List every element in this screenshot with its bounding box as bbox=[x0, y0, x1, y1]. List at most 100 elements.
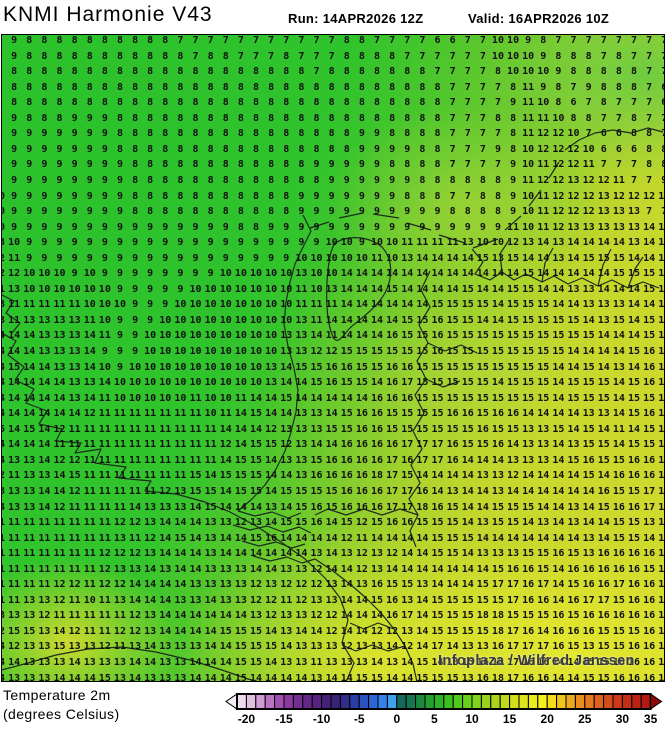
grid-value: 13 bbox=[250, 517, 263, 529]
grid-value: 10 bbox=[8, 237, 21, 249]
grid-value: 9 bbox=[192, 237, 199, 249]
grid-value: 10 bbox=[98, 283, 111, 295]
grid-value: 13 bbox=[23, 610, 36, 622]
grid-value: 10 bbox=[370, 237, 384, 249]
grid-value: 14 bbox=[280, 470, 293, 482]
grid-value: 7 bbox=[464, 159, 471, 171]
grid-value: 12 bbox=[68, 625, 81, 637]
grid-value: 8 bbox=[389, 50, 396, 62]
grid-value: 12 bbox=[280, 579, 293, 591]
grid-value: 14 bbox=[612, 346, 625, 357]
grid-value: 14 bbox=[189, 610, 202, 622]
grid-value: 9 bbox=[132, 346, 139, 357]
grid-value: 9 bbox=[162, 237, 169, 249]
grid-value: 14 bbox=[265, 392, 278, 404]
grid-value: 14 bbox=[68, 408, 81, 420]
grid-value: 16 bbox=[507, 563, 520, 575]
grid-value: 14 bbox=[628, 361, 641, 373]
grid-value: 14 bbox=[204, 594, 217, 606]
grid-value: 16 bbox=[355, 454, 368, 466]
grid-value: 12 bbox=[129, 625, 142, 637]
grid-value: 11 bbox=[2, 533, 5, 544]
grid-value: 15 bbox=[491, 423, 504, 435]
grid-value: 11 bbox=[355, 532, 368, 544]
grid-value: 8 bbox=[253, 66, 260, 78]
grid-value: 15 bbox=[476, 252, 489, 264]
grid-value: 14 bbox=[310, 330, 323, 342]
grid-value: 11 bbox=[8, 470, 21, 482]
grid-value: 9 bbox=[177, 221, 184, 233]
grid-value: 15 bbox=[310, 361, 323, 373]
grid-value: 15 bbox=[355, 346, 368, 357]
grid-value: 8 bbox=[313, 143, 320, 155]
grid-value: 15 bbox=[295, 501, 308, 513]
grid-value: 12 bbox=[567, 143, 580, 155]
grid-value: 15 bbox=[53, 641, 66, 653]
grid-value: 10 bbox=[219, 377, 232, 389]
grid-value: 11 bbox=[189, 392, 202, 404]
grid-value: 8 bbox=[162, 174, 169, 186]
grid-value: 15 bbox=[295, 517, 308, 529]
grid-value: 9 bbox=[86, 252, 93, 264]
grid-value: 8 bbox=[207, 66, 214, 78]
grid-value: 14 bbox=[612, 330, 625, 342]
grid-value: 9 bbox=[313, 206, 320, 218]
grid-value: 14 bbox=[23, 361, 36, 373]
grid-value: 15 bbox=[628, 346, 641, 357]
grid-value: 9 bbox=[116, 190, 123, 202]
grid-value: 15 bbox=[461, 532, 474, 544]
grid-value: 14 bbox=[310, 439, 323, 451]
grid-value: 7 bbox=[646, 206, 653, 218]
grid-value: 11 bbox=[537, 112, 550, 124]
grid-value: 8 bbox=[132, 112, 139, 124]
grid-value: 14 bbox=[23, 392, 36, 404]
grid-value: 11 bbox=[522, 174, 535, 186]
grid-value: 15 bbox=[476, 361, 489, 373]
grid-value: 15 bbox=[537, 346, 550, 357]
grid-value: 10 bbox=[144, 330, 157, 342]
grid-value: 11 bbox=[537, 159, 550, 171]
grid-value: 11 bbox=[8, 579, 21, 591]
grid-value: 8 bbox=[147, 97, 154, 109]
grid-value: 6 bbox=[661, 98, 664, 108]
grid-value: 15 bbox=[628, 377, 641, 389]
grid-value: 14 bbox=[295, 392, 308, 404]
grid-value: 15 bbox=[612, 252, 625, 264]
grid-value: 8 bbox=[313, 128, 320, 140]
grid-value: 8 bbox=[268, 190, 275, 202]
grid-value: 14 bbox=[325, 408, 338, 420]
grid-value: 15 bbox=[446, 330, 459, 342]
grid-value: 9 bbox=[147, 283, 154, 295]
grid-value: 9 bbox=[389, 190, 396, 202]
grid-value: 16 bbox=[658, 377, 665, 389]
grid-value: 13 bbox=[582, 408, 595, 420]
grid-value: 8 bbox=[222, 81, 229, 93]
grid-value: 10 bbox=[219, 392, 232, 404]
grid-value: 15 bbox=[476, 299, 489, 311]
grid-value: 14 bbox=[265, 563, 278, 575]
grid-value: 16 bbox=[628, 548, 641, 560]
grid-value: 7 bbox=[192, 35, 199, 46]
grid-value: 10 bbox=[159, 346, 172, 357]
grid-value: 8 bbox=[237, 221, 244, 233]
grid-value: 9 bbox=[86, 143, 93, 155]
grid-value: 16 bbox=[522, 594, 535, 606]
grid-value: 8 bbox=[177, 112, 184, 124]
grid-value: 7 bbox=[631, 159, 638, 171]
grid-value: 14 bbox=[567, 268, 580, 280]
run-timestamp-label: Run: 14APR2026 12Z bbox=[288, 11, 424, 26]
grid-value: 8 bbox=[116, 97, 123, 109]
grid-value: 14 bbox=[38, 377, 51, 389]
grid-value: 8 bbox=[358, 66, 365, 78]
grid-value: 13 bbox=[144, 517, 157, 529]
grid-value: 7 bbox=[661, 113, 664, 124]
grid-value: 10 bbox=[250, 314, 263, 326]
grid-value: 16 bbox=[612, 672, 625, 682]
grid-value: 15 bbox=[340, 408, 353, 420]
grid-value: 14 bbox=[2, 440, 5, 450]
grid-value: 14 bbox=[265, 517, 278, 529]
grid-value: 11 bbox=[189, 439, 202, 451]
grid-value: 9 bbox=[510, 174, 517, 186]
grid-value: 14 bbox=[310, 392, 323, 404]
